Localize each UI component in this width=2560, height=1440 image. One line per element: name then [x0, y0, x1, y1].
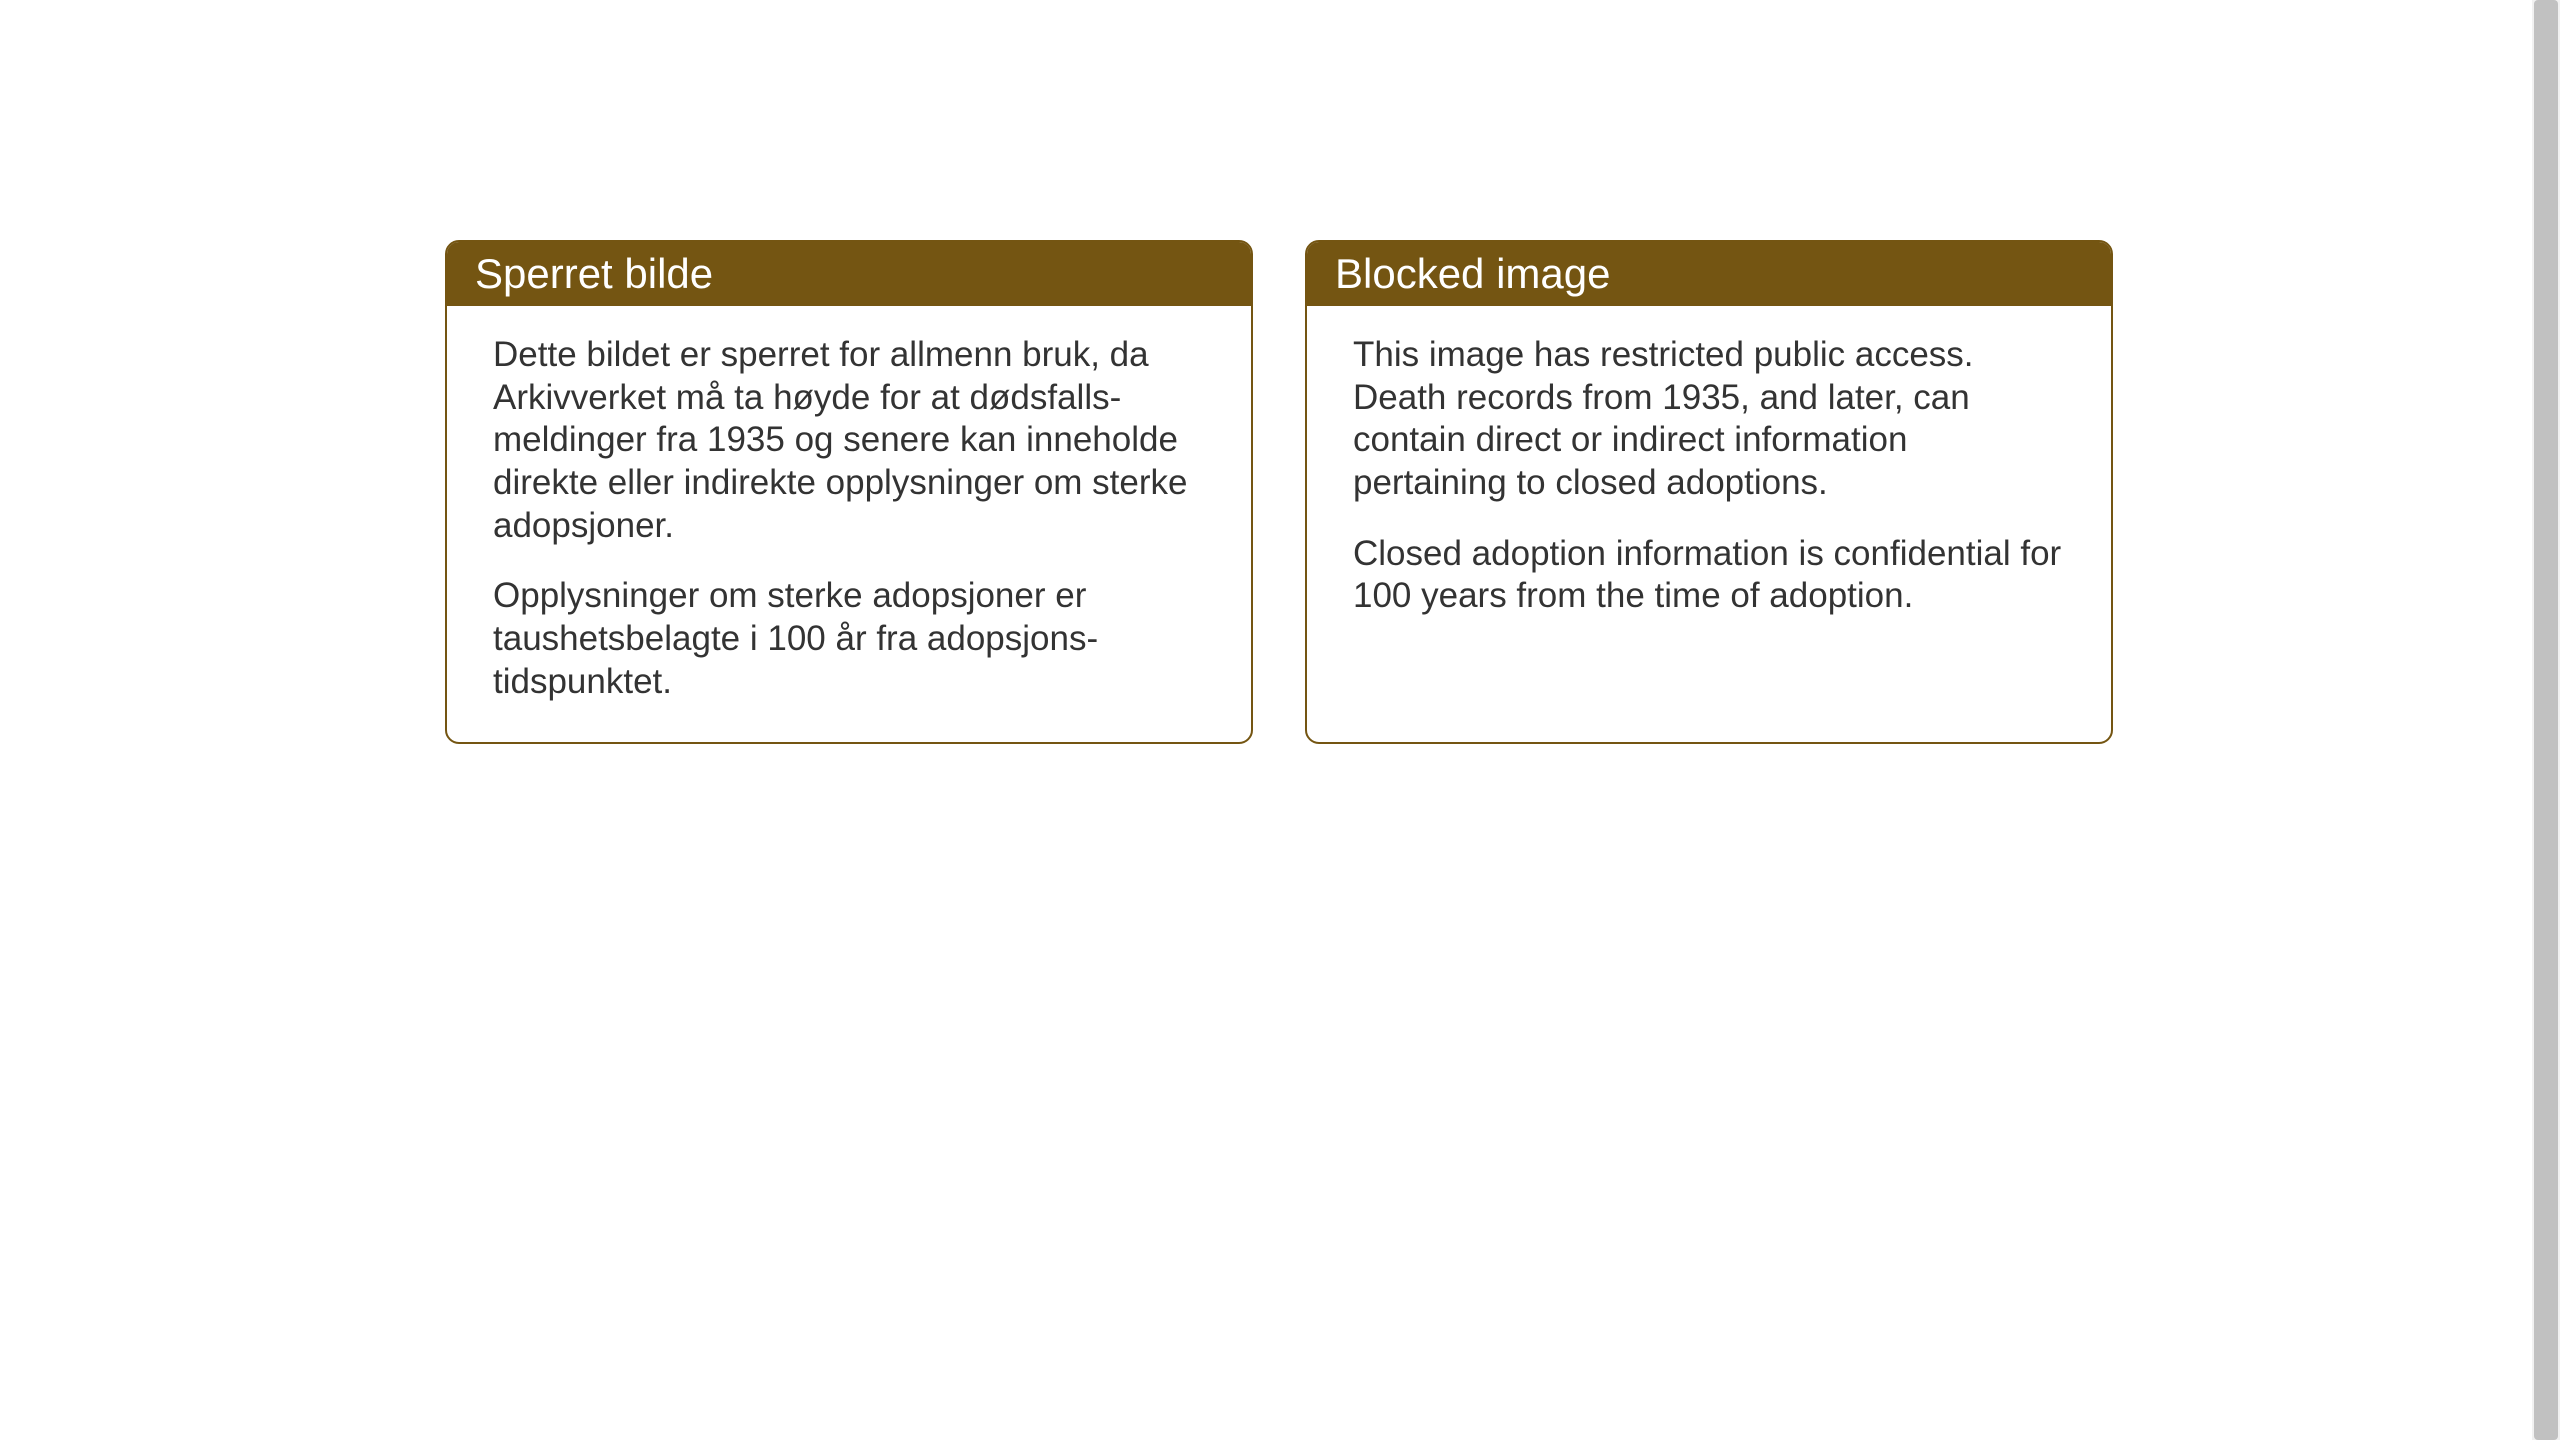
card-english-body: This image has restricted public access.… [1307, 306, 2111, 656]
card-norwegian-paragraph1: Dette bildet er sperret for allmenn bruk… [493, 334, 1205, 547]
scrollbar-track[interactable] [2532, 0, 2560, 1440]
card-norwegian: Sperret bilde Dette bildet er sperret fo… [445, 240, 1253, 744]
card-english-header: Blocked image [1307, 242, 2111, 306]
card-english-title: Blocked image [1335, 250, 1610, 297]
card-norwegian-body: Dette bildet er sperret for allmenn bruk… [447, 306, 1251, 742]
card-english: Blocked image This image has restricted … [1305, 240, 2113, 744]
card-english-paragraph1: This image has restricted public access.… [1353, 334, 2065, 505]
card-norwegian-header: Sperret bilde [447, 242, 1251, 306]
cards-container: Sperret bilde Dette bildet er sperret fo… [445, 240, 2113, 744]
card-norwegian-title: Sperret bilde [475, 250, 713, 297]
scrollbar-thumb[interactable] [2534, 0, 2558, 1440]
card-english-paragraph2: Closed adoption information is confident… [1353, 533, 2065, 618]
card-norwegian-paragraph2: Opplysninger om sterke adopsjoner er tau… [493, 575, 1205, 703]
